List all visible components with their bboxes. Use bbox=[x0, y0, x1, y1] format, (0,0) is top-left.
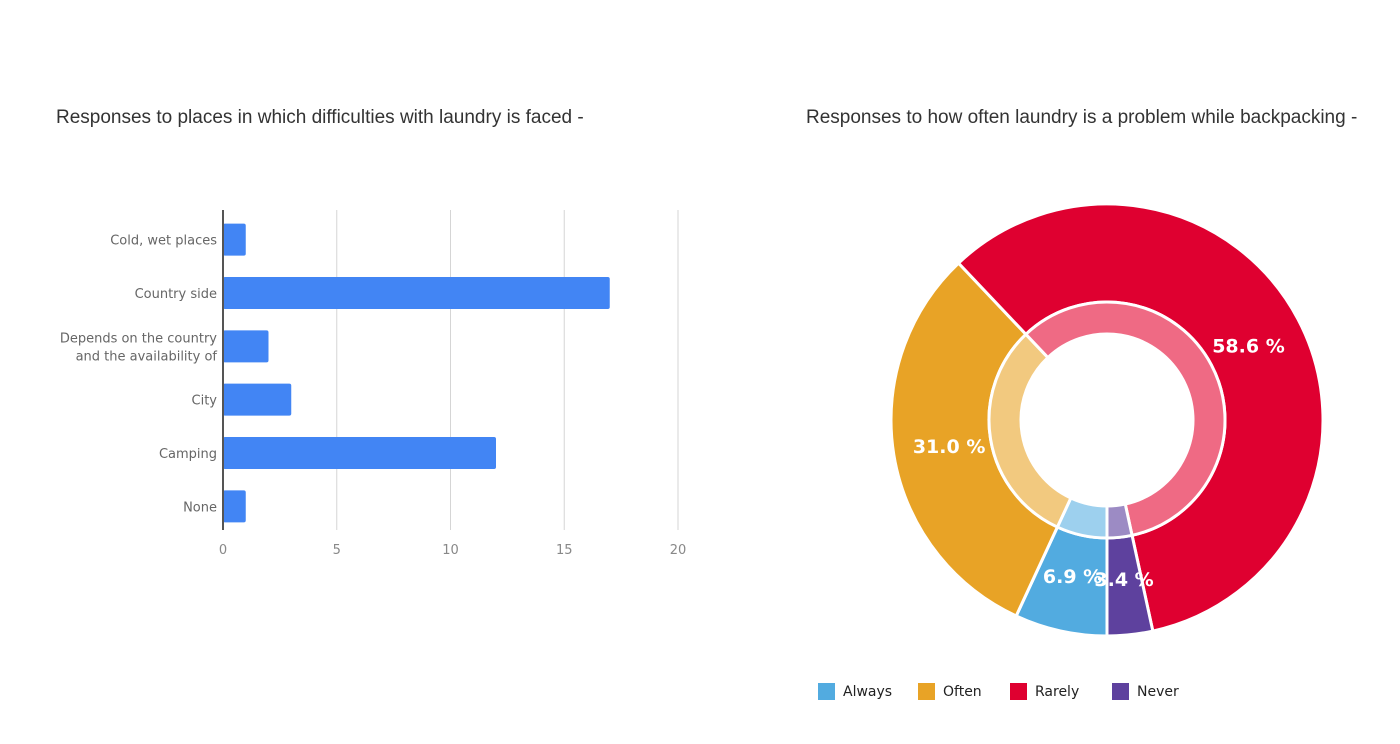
category-label: and the availability of bbox=[76, 349, 218, 364]
category-label: City bbox=[192, 394, 218, 409]
legend-item-often: Often bbox=[918, 683, 1010, 700]
bar bbox=[223, 437, 496, 469]
donut-inner-ring-never bbox=[1105, 502, 1134, 540]
bar bbox=[223, 277, 610, 309]
bar bbox=[223, 490, 246, 523]
bar bbox=[223, 330, 269, 363]
legend-label: Always bbox=[843, 683, 893, 700]
legend-item-never: Never bbox=[1112, 683, 1179, 700]
category-label: Camping bbox=[159, 447, 217, 462]
slice-label-never: 3.4 % bbox=[1094, 569, 1153, 591]
legend-label: Never bbox=[1137, 683, 1179, 700]
legend-label: Rarely bbox=[1035, 683, 1080, 700]
bar-chart: 0 5 10 15 20 Cold, wet places Country side Depe… bbox=[60, 210, 687, 558]
donut-legend: Always Often Rarely Never bbox=[818, 683, 1179, 700]
x-tick-label: 20 bbox=[670, 543, 687, 558]
slice-label-often: 31.0 % bbox=[913, 436, 986, 458]
legend-item-always: Always bbox=[818, 683, 918, 700]
donut-chart-title: Responses to how often laundry is a prob… bbox=[806, 107, 1358, 128]
bar bbox=[223, 223, 246, 256]
slice-label-always: 6.9 % bbox=[1043, 566, 1102, 588]
legend-swatch bbox=[918, 683, 935, 700]
x-tick-label: 5 bbox=[333, 543, 341, 558]
legend-swatch bbox=[818, 683, 835, 700]
category-label: Country side bbox=[135, 287, 217, 302]
category-label: None bbox=[183, 500, 217, 515]
x-tick-label: 0 bbox=[219, 543, 227, 558]
bar bbox=[223, 383, 292, 416]
x-tick-label: 10 bbox=[442, 543, 459, 558]
bar-chart-title: Responses to places in which difficultie… bbox=[56, 107, 584, 128]
legend-label: Often bbox=[943, 683, 982, 700]
donut-inner-ring-rarely bbox=[1023, 300, 1227, 538]
x-tick-label: 15 bbox=[556, 543, 573, 558]
slice-label-rarely: 58.6 % bbox=[1212, 335, 1285, 357]
category-label: Cold, wet places bbox=[110, 234, 217, 249]
legend-swatch bbox=[1112, 683, 1129, 700]
legend-item-rarely: Rarely bbox=[1010, 683, 1112, 700]
category-label: Depends on the country bbox=[60, 331, 217, 346]
legend-swatch bbox=[1010, 683, 1027, 700]
